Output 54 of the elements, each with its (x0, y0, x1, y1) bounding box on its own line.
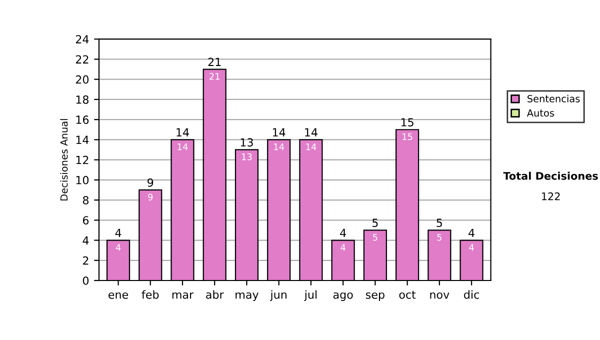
data-label: 13 (242, 153, 252, 160)
y-tick-label: 2 (83, 256, 88, 265)
x-tick-label: jul (304, 290, 317, 301)
x-tick-label: nov (430, 292, 450, 299)
data-label: 21 (210, 72, 220, 80)
data-label: 15 (402, 133, 412, 140)
total-label: 5 (436, 218, 442, 228)
x-tick-label: feb (142, 290, 159, 299)
text: 122 (542, 192, 560, 200)
data-label: 14 (306, 143, 316, 150)
x-tick-label: sep (366, 292, 384, 301)
y-tick-label: 22 (76, 55, 88, 64)
total-label: 21 (208, 58, 221, 66)
total-label: 4 (468, 228, 474, 237)
total-label: 14 (272, 128, 286, 136)
data-label: 4 (116, 244, 121, 251)
data-label: 14 (274, 143, 284, 150)
data-label: 5 (373, 234, 378, 241)
data-label: 4 (340, 244, 346, 251)
data-label: 9 (148, 194, 153, 200)
y-tick-label: 12 (76, 156, 88, 164)
total-label: 9 (148, 178, 154, 187)
total-label: 4 (340, 228, 346, 237)
x-tick-label: may (236, 292, 258, 301)
text: Total Decisiones (503, 172, 598, 180)
legend-label: Sentencias (528, 94, 580, 102)
x-tick-label: jun (270, 290, 286, 301)
data-label: 14 (178, 143, 188, 150)
y-tick-label: 24 (76, 35, 89, 44)
x-tick-label: ago (333, 292, 353, 301)
data-label: 5 (437, 234, 442, 241)
y-tick-label: 6 (82, 216, 89, 225)
total-label: 4 (115, 228, 122, 237)
total-label: 13 (240, 138, 253, 147)
y-tick-label: 18 (76, 95, 89, 104)
y-axis-title: Decisiones Anual (60, 119, 68, 200)
y-tick-label: 10 (76, 176, 89, 184)
data-label: 4 (469, 244, 474, 251)
legend-label: Autos (526, 109, 554, 117)
total-label: 14 (305, 128, 318, 136)
y-tick-label: 4 (82, 236, 89, 244)
y-tick-label: 20 (76, 75, 89, 84)
total-label: 5 (372, 218, 378, 228)
x-tick-label: ene (108, 292, 128, 299)
total-label: 14 (176, 128, 189, 136)
x-tick-label: mar (172, 292, 194, 299)
y-tick-label: 14 (76, 136, 89, 144)
x-tick-label: dic (464, 290, 479, 299)
total-label: 15 (401, 118, 414, 126)
x-tick-label: oct (399, 290, 416, 299)
y-tick-label: 16 (76, 116, 89, 124)
y-tick-label: 8 (82, 196, 89, 204)
x-tick-label: abr (206, 290, 224, 299)
y-tick-label: 0 (82, 276, 89, 285)
